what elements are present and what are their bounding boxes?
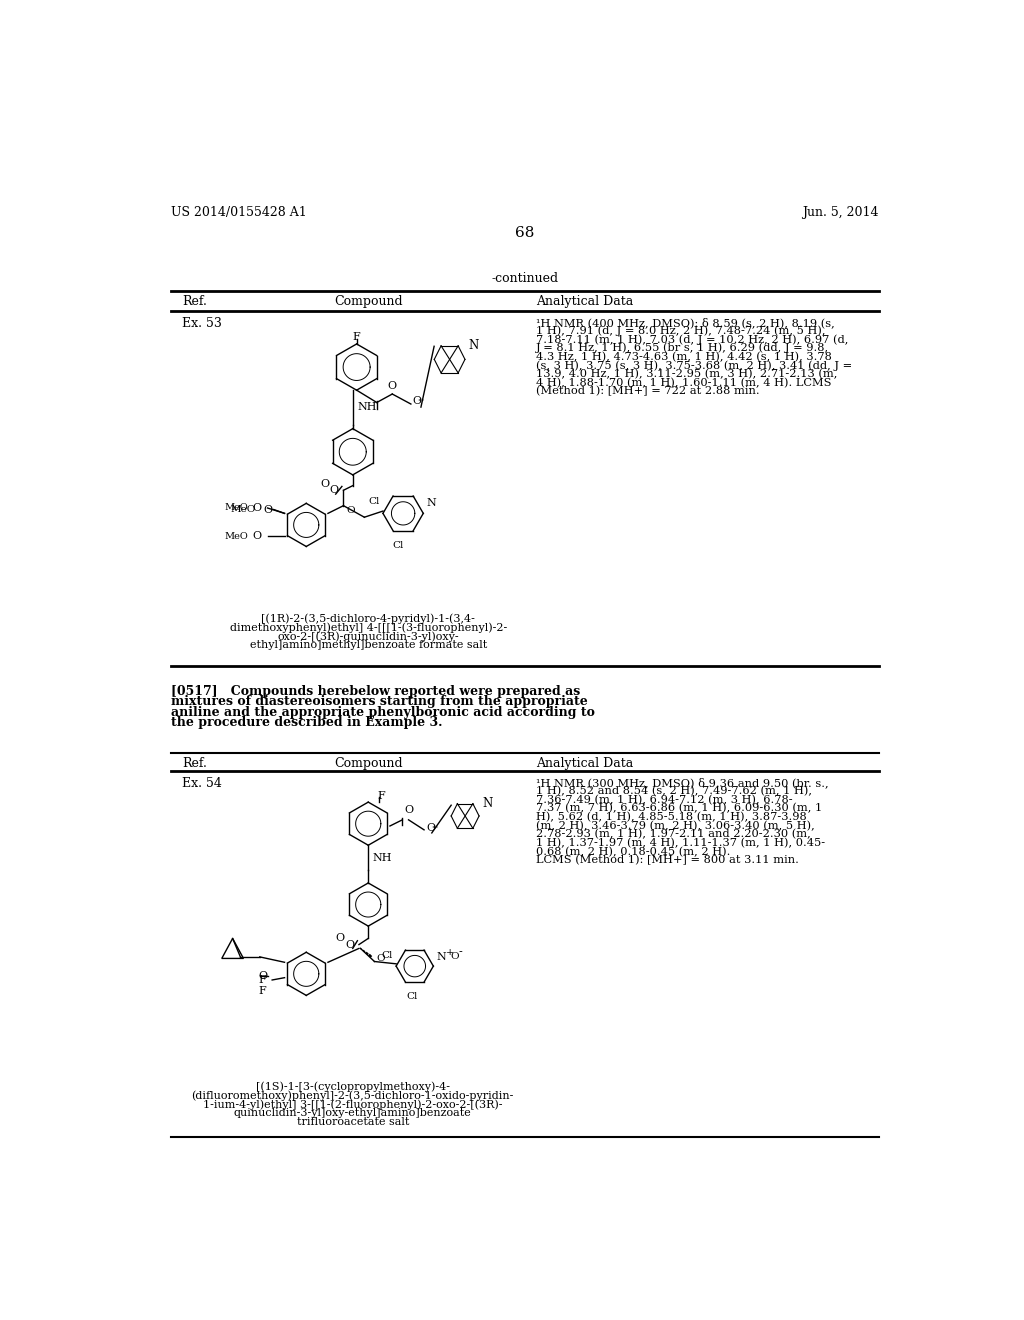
- Text: 7.18-7.11 (m, 1 H), 7.03 (d, J = 10.2 Hz, 2 H), 6.97 (d,: 7.18-7.11 (m, 1 H), 7.03 (d, J = 10.2 Hz…: [537, 334, 849, 345]
- Text: 1 H), 7.91 (d, J = 8.0 Hz, 2 H), 7.48-7.24 (m, 5 H),: 1 H), 7.91 (d, J = 8.0 Hz, 2 H), 7.48-7.…: [537, 326, 826, 337]
- Text: -continued: -continued: [492, 272, 558, 285]
- Text: Compound: Compound: [334, 296, 402, 309]
- Text: 4 H), 1.88-1.70 (m, 1 H), 1.60-1.11 (m, 4 H). LCMS: 4 H), 1.88-1.70 (m, 1 H), 1.60-1.11 (m, …: [537, 378, 831, 388]
- Text: 0.68 (m, 2 H), 0.18-0.45 (m, 2 H).: 0.68 (m, 2 H), 0.18-0.45 (m, 2 H).: [537, 846, 731, 857]
- Text: O: O: [258, 972, 267, 981]
- Text: (m, 2 H), 3.46-3.79 (m, 2 H), 3.06-3.40 (m, 5 H),: (m, 2 H), 3.46-3.79 (m, 2 H), 3.06-3.40 …: [537, 821, 815, 832]
- Text: Cl: Cl: [381, 950, 392, 960]
- Text: the procedure described in Example 3.: the procedure described in Example 3.: [171, 717, 442, 729]
- Text: Jun. 5, 2014: Jun. 5, 2014: [803, 206, 879, 219]
- Text: F: F: [378, 791, 385, 800]
- Text: +: +: [445, 948, 454, 957]
- Text: Ref.: Ref.: [182, 758, 207, 771]
- Text: F: F: [352, 331, 360, 342]
- Text: Analytical Data: Analytical Data: [537, 758, 634, 771]
- Text: O: O: [413, 396, 422, 407]
- Text: Analytical Data: Analytical Data: [537, 296, 634, 309]
- Text: [(1R)-2-(3,5-dichloro-4-pyridyl)-1-(3,4-: [(1R)-2-(3,5-dichloro-4-pyridyl)-1-(3,4-: [261, 614, 475, 624]
- Text: ¹H NMR (400 MHz, DMSO): δ 8.59 (s, 2 H), 8.19 (s,: ¹H NMR (400 MHz, DMSO): δ 8.59 (s, 2 H),…: [537, 317, 836, 327]
- Text: O: O: [404, 805, 413, 814]
- Text: 1 H), 8.52 and 8.54 (s, 2 H), 7.49-7.62 (m, 1 H),: 1 H), 8.52 and 8.54 (s, 2 H), 7.49-7.62 …: [537, 787, 812, 796]
- Text: O: O: [426, 822, 435, 833]
- Text: N: N: [482, 797, 493, 810]
- Text: LCMS (Method 1): [MH+] = 800 at 3.11 min.: LCMS (Method 1): [MH+] = 800 at 3.11 min…: [537, 855, 800, 866]
- Text: O: O: [321, 479, 330, 490]
- Text: O: O: [252, 503, 261, 513]
- Text: O: O: [451, 953, 459, 961]
- Text: aniline and the appropriate phenylboronic acid according to: aniline and the appropriate phenylboroni…: [171, 706, 595, 719]
- Text: O: O: [263, 504, 272, 515]
- Text: -: -: [458, 948, 462, 957]
- Text: 68: 68: [515, 226, 535, 240]
- Text: N: N: [436, 952, 446, 962]
- Text: mixtures of diastereoisomers starting from the appropriate: mixtures of diastereoisomers starting fr…: [171, 696, 588, 709]
- Text: [(1S)-1-[3-(cyclopropylmethoxy)-4-: [(1S)-1-[3-(cyclopropylmethoxy)-4-: [256, 1081, 450, 1092]
- Text: Compound: Compound: [334, 758, 402, 771]
- Text: O: O: [345, 940, 354, 949]
- Text: oxo-2-[(3R)-quinuclidin-3-yl)oxy-: oxo-2-[(3R)-quinuclidin-3-yl)oxy-: [278, 631, 459, 642]
- Text: MeO: MeO: [224, 532, 248, 541]
- Text: quinuclidin-3-yl]oxy-ethyl]amino]benzoate: quinuclidin-3-yl]oxy-ethyl]amino]benzoat…: [233, 1109, 472, 1118]
- Text: [0517]   Compounds herebelow reported were prepared as: [0517] Compounds herebelow reported were…: [171, 685, 580, 698]
- Text: F: F: [258, 986, 266, 995]
- Text: (difluoromethoxy)phenyl]-2-(3,5-dichloro-1-oxido-pyridin-: (difluoromethoxy)phenyl]-2-(3,5-dichloro…: [191, 1090, 514, 1101]
- Text: F: F: [258, 975, 266, 985]
- Text: O: O: [376, 954, 385, 962]
- Text: Ex. 54: Ex. 54: [182, 777, 222, 791]
- Text: US 2014/0155428 A1: US 2014/0155428 A1: [171, 206, 306, 219]
- Text: 4.3 Hz, 1 H), 4.73-4.63 (m, 1 H), 4.42 (s, 1 H), 3.78: 4.3 Hz, 1 H), 4.73-4.63 (m, 1 H), 4.42 (…: [537, 351, 833, 362]
- Text: O: O: [330, 486, 339, 495]
- Text: N: N: [468, 339, 478, 352]
- Text: MeO: MeO: [224, 503, 248, 512]
- Text: ethyl]amino]methyl]benzoate formate salt: ethyl]amino]methyl]benzoate formate salt: [250, 640, 486, 649]
- Text: Ex. 53: Ex. 53: [182, 317, 222, 330]
- Text: NH: NH: [373, 853, 392, 862]
- Text: 13.9, 4.0 Hz, 1 H), 3.11-2.95 (m, 3 H), 2.71-2.13 (m,: 13.9, 4.0 Hz, 1 H), 3.11-2.95 (m, 3 H), …: [537, 368, 838, 379]
- Text: Ref.: Ref.: [182, 296, 207, 309]
- Text: O: O: [388, 380, 397, 391]
- Text: Cl: Cl: [406, 993, 418, 1002]
- Text: Cl: Cl: [393, 541, 404, 550]
- Text: H), 5.62 (d, 1 H), 4.85-5.18 (m, 1 H), 3.87-3.98: H), 5.62 (d, 1 H), 4.85-5.18 (m, 1 H), 3…: [537, 812, 807, 822]
- Text: (Method 1): [MH+] = 722 at 2.88 min.: (Method 1): [MH+] = 722 at 2.88 min.: [537, 385, 760, 396]
- Text: MeO: MeO: [230, 506, 256, 513]
- Text: O: O: [336, 933, 345, 942]
- Text: J = 8.1 Hz, 1 H), 6.55 (br s, 1 H), 6.29 (dd, J = 9.8,: J = 8.1 Hz, 1 H), 6.55 (br s, 1 H), 6.29…: [537, 343, 829, 354]
- Text: 1 H), 1.37-1.97 (m, 4 H), 1.11-1.37 (m, 1 H), 0.45-: 1 H), 1.37-1.97 (m, 4 H), 1.11-1.37 (m, …: [537, 838, 825, 849]
- Text: (s, 3 H), 3.75 (s, 3 H), 3.75-3.68 (m, 2 H), 3.41 (dd, J =: (s, 3 H), 3.75 (s, 3 H), 3.75-3.68 (m, 2…: [537, 360, 853, 371]
- Text: ¹H NMR (300 MHz, DMSO) δ 9.36 and 9.50 (br. s.,: ¹H NMR (300 MHz, DMSO) δ 9.36 and 9.50 (…: [537, 777, 829, 788]
- Text: Cl: Cl: [368, 496, 379, 506]
- Text: 7.37 (m, 7 H), 6.63-6.86 (m, 1 H), 6.09-6.30 (m, 1: 7.37 (m, 7 H), 6.63-6.86 (m, 1 H), 6.09-…: [537, 804, 822, 813]
- Text: 2.78-2.93 (m, 1 H), 1.97-2.11 and 2.20-2.30 (m,: 2.78-2.93 (m, 1 H), 1.97-2.11 and 2.20-2…: [537, 829, 811, 840]
- Text: O: O: [346, 506, 355, 515]
- Text: 1-ium-4-yl)ethyl] 3-[[1-(2-fluorophenyl)-2-oxo-2-[(3R)-: 1-ium-4-yl)ethyl] 3-[[1-(2-fluorophenyl)…: [203, 1100, 503, 1110]
- Text: ''': ''': [417, 397, 424, 405]
- Text: O: O: [252, 532, 261, 541]
- Text: trifluoroacetate salt: trifluoroacetate salt: [297, 1117, 409, 1127]
- Text: dimethoxyphenyl)ethyl] 4-[[[1-(3-fluorophenyl)-2-: dimethoxyphenyl)ethyl] 4-[[[1-(3-fluorop…: [229, 622, 507, 632]
- Text: N: N: [426, 498, 436, 508]
- Text: 7.36-7.49 (m, 1 H), 6.94-7.12 (m, 3 H), 6.78-: 7.36-7.49 (m, 1 H), 6.94-7.12 (m, 3 H), …: [537, 795, 793, 805]
- Text: ''': ''': [431, 825, 438, 833]
- Text: NH: NH: [357, 403, 377, 412]
